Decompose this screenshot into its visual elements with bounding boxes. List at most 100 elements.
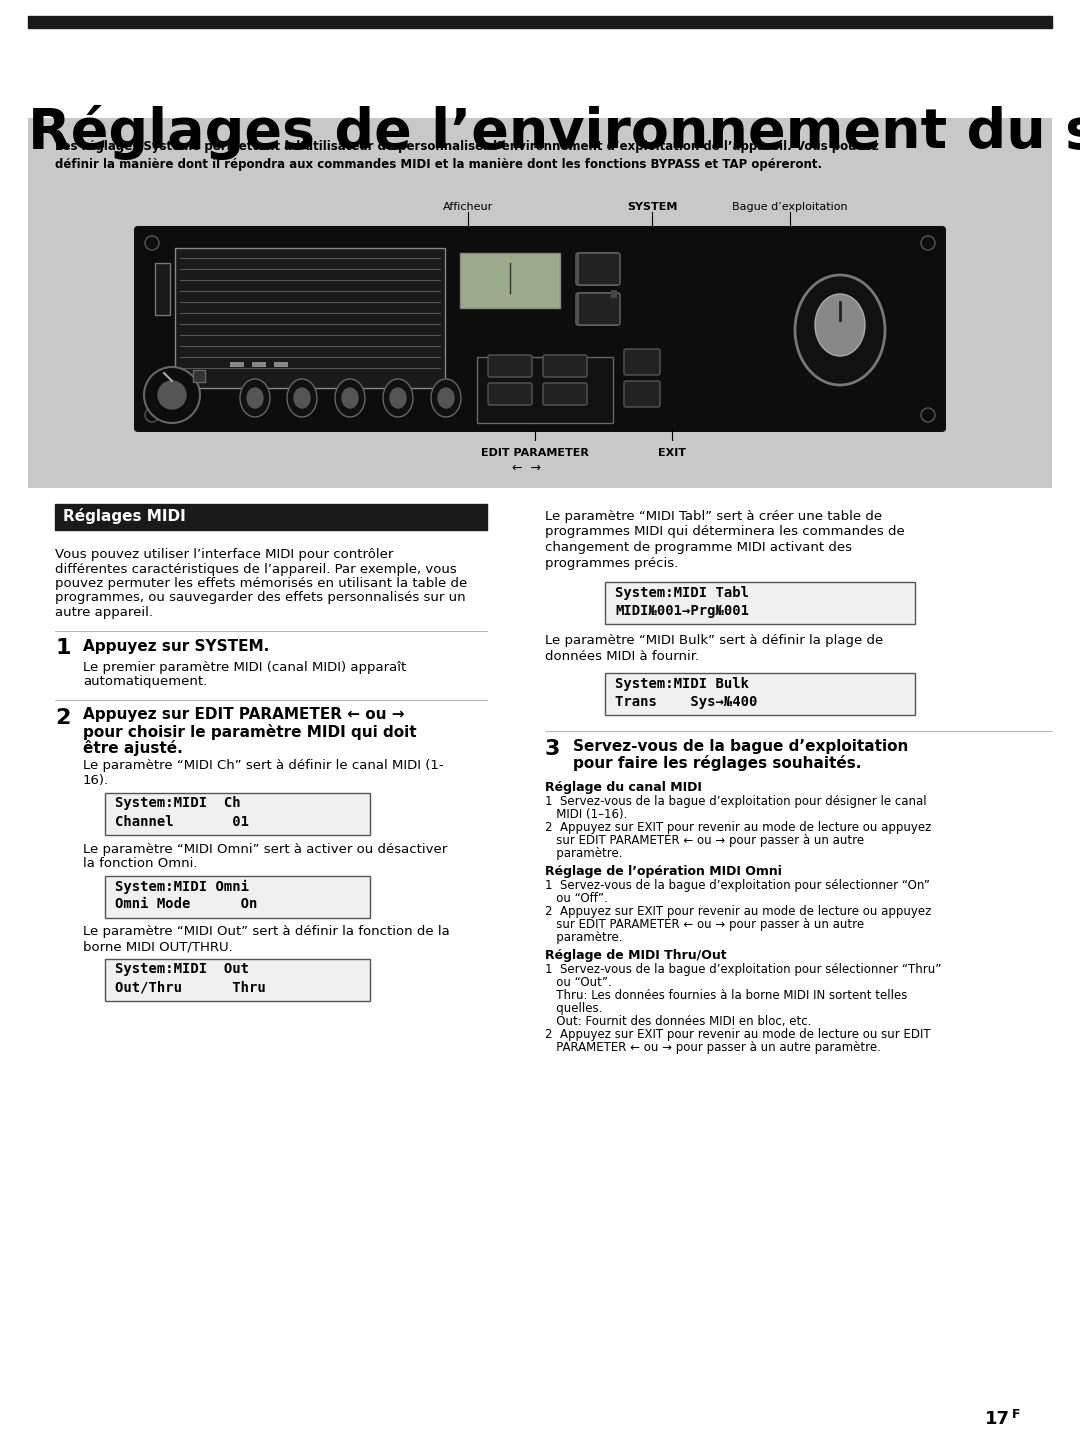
Text: Appuyez sur EDIT PARAMETER ← ou →: Appuyez sur EDIT PARAMETER ← ou →	[83, 708, 405, 722]
Text: ou “Off”.: ou “Off”.	[545, 892, 608, 905]
Text: sur EDIT PARAMETER ← ou → pour passer à un autre: sur EDIT PARAMETER ← ou → pour passer à …	[545, 835, 864, 848]
Text: Afficheur: Afficheur	[443, 201, 494, 212]
Text: changement de programme MIDI activant des: changement de programme MIDI activant de…	[545, 541, 852, 554]
Text: ou “Out”.: ou “Out”.	[545, 976, 611, 989]
Ellipse shape	[815, 294, 865, 355]
Text: Le paramètre “MIDI Bulk” sert à définir la plage de: Le paramètre “MIDI Bulk” sert à définir …	[545, 635, 883, 648]
Text: EDIT PARAMETER: EDIT PARAMETER	[481, 448, 589, 458]
Text: Out/Thru      Thru: Out/Thru Thru	[114, 980, 266, 994]
Text: Bague d’exploitation: Bague d’exploitation	[732, 201, 848, 212]
Text: Omni Mode      On: Omni Mode On	[114, 898, 257, 911]
Text: 1  Servez-vous de la bague d’exploitation pour sélectionner “On”: 1 Servez-vous de la bague d’exploitation…	[545, 879, 930, 892]
FancyBboxPatch shape	[576, 253, 618, 285]
Bar	[460, 253, 561, 308]
Text: Le paramètre “MIDI Tabl” sert à créer une table de: Le paramètre “MIDI Tabl” sert à créer un…	[545, 509, 882, 522]
Text: autre appareil.: autre appareil.	[55, 606, 153, 619]
Text: MIDI (1–16).: MIDI (1–16).	[545, 809, 627, 822]
Text: paramètre.: paramètre.	[545, 848, 622, 861]
Text: programmes précis.: programmes précis.	[545, 557, 678, 570]
Text: 3: 3	[545, 740, 561, 758]
Circle shape	[921, 409, 935, 422]
FancyBboxPatch shape	[578, 294, 620, 325]
FancyBboxPatch shape	[488, 383, 532, 404]
Ellipse shape	[383, 378, 413, 417]
Circle shape	[144, 367, 200, 423]
Text: pour faire les réglages souhaités.: pour faire les réglages souhaités.	[573, 755, 862, 771]
Ellipse shape	[795, 275, 885, 386]
Bar	[605, 673, 915, 715]
Ellipse shape	[287, 378, 318, 417]
Text: être ajusté.: être ajusté.	[83, 740, 183, 755]
Text: Le paramètre “MIDI Ch” sert à définir le canal MIDI (1-: Le paramètre “MIDI Ch” sert à définir le…	[83, 760, 444, 773]
FancyBboxPatch shape	[477, 357, 613, 423]
FancyBboxPatch shape	[624, 350, 660, 376]
Text: Channel       01: Channel 01	[114, 814, 249, 829]
Bar	[175, 248, 445, 389]
Text: Out: Fournit des données MIDI en bloc, etc.: Out: Fournit des données MIDI en bloc, e…	[545, 1014, 811, 1027]
Text: MIDI№001→Prg№001: MIDI№001→Prg№001	[615, 604, 750, 617]
Text: Le premier paramètre MIDI (canal MIDI) apparaît: Le premier paramètre MIDI (canal MIDI) a…	[83, 661, 406, 673]
Ellipse shape	[342, 389, 357, 409]
Text: Les réglages Système permettent à l’utilisateur de personnaliser l’environnement: Les réglages Système permettent à l’util…	[55, 140, 879, 153]
Text: EXIT: EXIT	[658, 448, 686, 458]
Text: Servez-vous de la bague d’exploitation: Servez-vous de la bague d’exploitation	[573, 740, 908, 754]
Bar	[252, 363, 266, 367]
Ellipse shape	[240, 378, 270, 417]
Text: 17: 17	[985, 1410, 1010, 1427]
Text: System:MIDI  Out: System:MIDI Out	[114, 963, 249, 977]
Text: SYSTEM: SYSTEM	[626, 201, 677, 212]
Text: Réglage du canal MIDI: Réglage du canal MIDI	[545, 781, 702, 794]
Text: différentes caractéristiques de l’appareil. Par exemple, vous: différentes caractéristiques de l’appare…	[55, 563, 457, 576]
Circle shape	[921, 236, 935, 250]
Circle shape	[145, 236, 159, 250]
Text: Trans    Sys→№400: Trans Sys→№400	[615, 695, 757, 709]
FancyBboxPatch shape	[543, 383, 588, 404]
Text: Réglage de MIDI Thru/Out: Réglage de MIDI Thru/Out	[545, 948, 727, 963]
Text: 1: 1	[55, 639, 70, 659]
Text: définir la manière dont il répondra aux commandes MIDI et la manière dont les fo: définir la manière dont il répondra aux …	[55, 158, 822, 171]
Bar	[230, 363, 244, 367]
Ellipse shape	[438, 389, 454, 409]
Bar	[105, 875, 370, 918]
Text: automatiquement.: automatiquement.	[83, 675, 207, 688]
Circle shape	[145, 409, 159, 422]
Bar	[105, 793, 370, 835]
FancyBboxPatch shape	[134, 226, 946, 432]
Bar	[274, 363, 288, 367]
Bar	[156, 263, 170, 315]
Bar	[28, 16, 1052, 27]
Text: données MIDI à fournir.: données MIDI à fournir.	[545, 649, 699, 662]
Circle shape	[158, 381, 186, 409]
FancyBboxPatch shape	[543, 355, 588, 377]
Bar	[55, 504, 487, 530]
Text: la fonction Omni.: la fonction Omni.	[83, 858, 198, 871]
Text: programmes, ou sauvegarder des effets personnalisés sur un: programmes, ou sauvegarder des effets pe…	[55, 591, 465, 604]
Bar	[105, 958, 370, 1000]
Text: Réglages MIDI: Réglages MIDI	[63, 508, 186, 524]
Text: Le paramètre “MIDI Omni” sert à activer ou désactiver: Le paramètre “MIDI Omni” sert à activer …	[83, 842, 447, 856]
Bar	[193, 370, 205, 381]
Text: programmes MIDI qui déterminera les commandes de: programmes MIDI qui déterminera les comm…	[545, 525, 905, 538]
Text: Thru: Les données fournies à la borne MIDI IN sortent telles: Thru: Les données fournies à la borne MI…	[545, 989, 907, 1002]
Text: 2  Appuyez sur EXIT pour revenir au mode de lecture ou appuyez: 2 Appuyez sur EXIT pour revenir au mode …	[545, 822, 931, 835]
Text: pouvez permuter les effets mémorisés en utilisant la table de: pouvez permuter les effets mémorisés en …	[55, 577, 468, 590]
Text: borne MIDI OUT/THRU.: borne MIDI OUT/THRU.	[83, 940, 233, 953]
Ellipse shape	[335, 378, 365, 417]
Ellipse shape	[390, 389, 406, 409]
Text: paramètre.: paramètre.	[545, 931, 622, 944]
FancyBboxPatch shape	[624, 381, 660, 407]
Bar	[611, 291, 617, 298]
Text: Vous pouvez utiliser l’interface MIDI pour contrôler: Vous pouvez utiliser l’interface MIDI po…	[55, 548, 393, 561]
Text: 1  Servez-vous de la bague d’exploitation pour désigner le canal: 1 Servez-vous de la bague d’exploitation…	[545, 794, 927, 809]
Bar	[28, 118, 1052, 488]
Text: Réglages de l’environnement du système: Réglages de l’environnement du système	[28, 105, 1080, 160]
Ellipse shape	[247, 389, 264, 409]
Text: System:MIDI  Ch: System:MIDI Ch	[114, 797, 241, 810]
Text: quelles.: quelles.	[545, 1002, 603, 1014]
Text: 2  Appuyez sur EXIT pour revenir au mode de lecture ou appuyez: 2 Appuyez sur EXIT pour revenir au mode …	[545, 905, 931, 918]
Text: F: F	[1012, 1407, 1021, 1420]
Text: System:MIDI Omni: System:MIDI Omni	[114, 879, 249, 894]
Text: pour choisir le paramètre MIDI qui doit: pour choisir le paramètre MIDI qui doit	[83, 724, 417, 740]
Text: 2  Appuyez sur EXIT pour revenir au mode de lecture ou sur EDIT: 2 Appuyez sur EXIT pour revenir au mode …	[545, 1027, 931, 1040]
Bar	[605, 581, 915, 625]
